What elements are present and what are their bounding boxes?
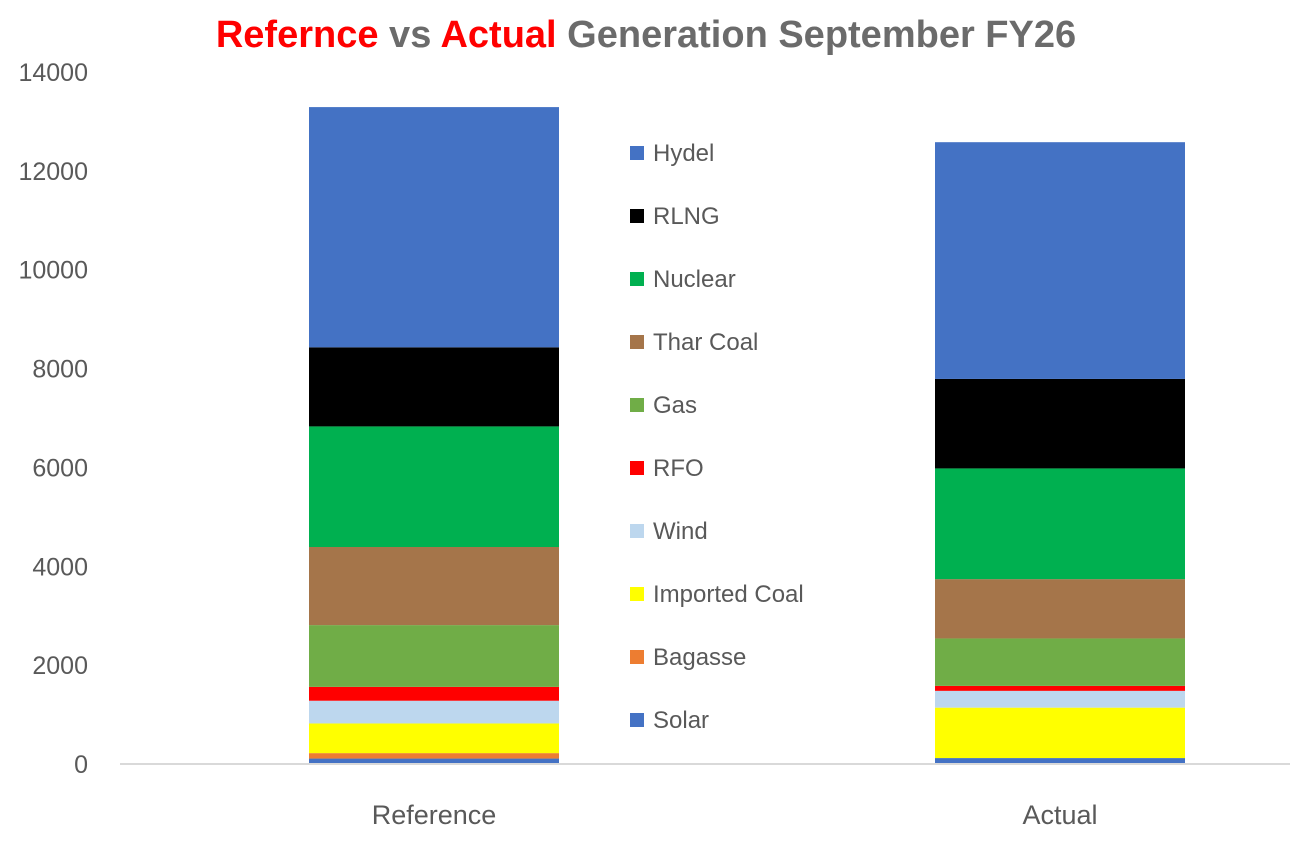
- bar-segment-nuclear: [309, 426, 559, 548]
- bar-segment-gas: [935, 638, 1185, 686]
- legend-label: Gas: [653, 392, 697, 419]
- bar-segment-rlng: [935, 378, 1185, 469]
- legend-item: Gas: [630, 392, 697, 419]
- legend-swatch: [630, 524, 644, 538]
- chart-title: Refernce vs Actual Generation September …: [0, 14, 1292, 57]
- legend-item: RLNG: [630, 203, 720, 230]
- legend: Hydel RLNG Nuclear Thar Coal Gas RFO Wind Impor…: [630, 140, 804, 734]
- legend-label: Solar: [653, 707, 709, 734]
- bar-segment-solar: [935, 758, 1185, 764]
- legend-swatch: [630, 209, 644, 223]
- legend-item: Bagasse: [630, 644, 746, 671]
- chart-title-part: Refernce: [215, 14, 379, 56]
- legend-label: RLNG: [653, 203, 720, 230]
- x-tick-label: Actual: [1022, 800, 1097, 830]
- chart-title-part: vs: [378, 14, 441, 56]
- bar-segment-wind: [309, 700, 559, 724]
- y-tick-label: 6000: [32, 454, 88, 482]
- bar-segment-solar: [309, 758, 559, 764]
- legend-item: RFO: [630, 455, 704, 482]
- bar-segment-bagasse: [309, 753, 559, 759]
- y-tick-label: 12000: [18, 158, 88, 186]
- legend-swatch: [630, 146, 644, 160]
- bar-segment-wind: [935, 690, 1185, 708]
- bar-segment-rlng: [309, 347, 559, 427]
- bar-segment-rfo: [935, 685, 1185, 691]
- legend-item: Wind: [630, 518, 708, 545]
- y-tick-label: 4000: [32, 553, 88, 581]
- legend-label: Wind: [653, 518, 708, 545]
- bar-segment-imported-coal: [935, 707, 1185, 759]
- legend-swatch: [630, 461, 644, 475]
- bar-segment-thar-coal: [309, 547, 559, 626]
- bar-segment-gas: [309, 625, 559, 687]
- legend-swatch: [630, 650, 644, 664]
- legend-swatch: [630, 272, 644, 286]
- legend-swatch: [630, 398, 644, 412]
- bar-segment-hydel: [935, 142, 1185, 379]
- legend-swatch: [630, 587, 644, 601]
- bar-segment-imported-coal: [309, 723, 559, 754]
- legend-item: Nuclear: [630, 266, 736, 293]
- y-axis: 0 2000 4000 6000 8000 10000 12000 14000: [18, 59, 88, 779]
- legend-swatch: [630, 335, 644, 349]
- bar-segment-rfo: [309, 686, 559, 701]
- y-tick-label: 0: [74, 751, 88, 779]
- y-tick-label: 10000: [18, 257, 88, 285]
- legend-label: Bagasse: [653, 644, 746, 671]
- legend-item: Imported Coal: [630, 581, 804, 608]
- y-tick-label: 2000: [32, 652, 88, 680]
- legend-label: Thar Coal: [653, 329, 758, 356]
- legend-item: Solar: [630, 707, 709, 734]
- legend-item: Thar Coal: [630, 329, 758, 356]
- bar-segment-nuclear: [935, 468, 1185, 580]
- legend-label: Imported Coal: [653, 581, 804, 608]
- chart-title-part: Actual: [440, 14, 557, 56]
- bar-segment-thar-coal: [935, 579, 1185, 639]
- legend-label: RFO: [653, 455, 704, 482]
- bar-segment-hydel: [309, 107, 559, 348]
- y-tick-label: 14000: [18, 59, 88, 87]
- bars: [309, 107, 1185, 764]
- y-tick-label: 8000: [32, 356, 88, 384]
- x-axis: Reference Actual: [372, 800, 1098, 830]
- legend-swatch: [630, 713, 644, 727]
- chart-title-part: Generation September FY26: [556, 14, 1077, 56]
- legend-item: Hydel: [630, 140, 714, 167]
- legend-label: Hydel: [653, 140, 714, 167]
- legend-label: Nuclear: [653, 266, 736, 293]
- x-tick-label: Reference: [372, 800, 497, 830]
